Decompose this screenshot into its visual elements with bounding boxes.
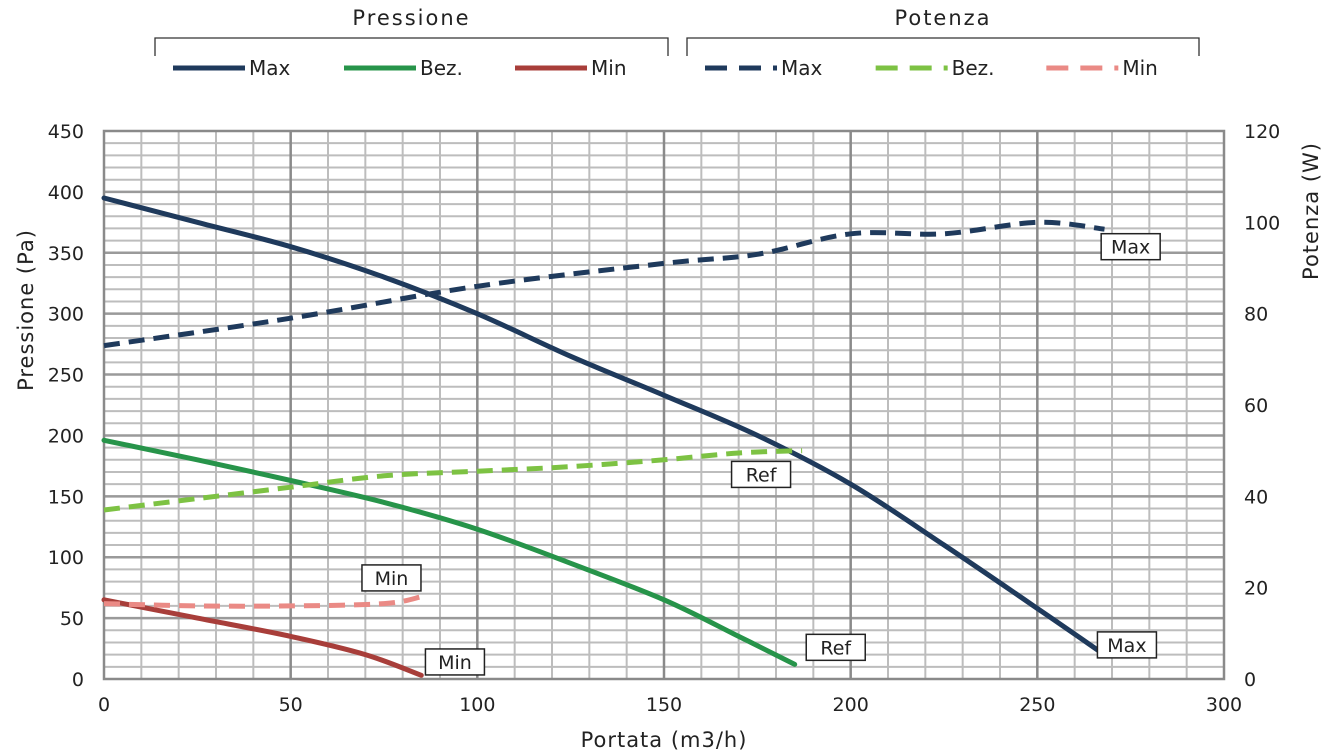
annotations: Max Ref Min Max Ref Min [361,232,1161,676]
annotation-label: Min [438,652,472,674]
y-right-tick-label: 20 [1244,578,1268,600]
y-left-tick-label: 400 [48,182,84,204]
y-right-tick-label: 80 [1244,304,1268,326]
y-right-tick-label: 40 [1244,486,1268,508]
plot-border [102,129,1226,681]
x-tick-label: 0 [98,694,110,716]
annotation-box [361,564,422,592]
series-line-potenza-max [103,219,1105,349]
series-line-potenza-min [103,594,422,609]
annotation-label: Min [375,568,409,590]
annotation-box [730,460,792,489]
annotation-label: Max [1111,237,1150,259]
y-left-tick-label: 200 [48,425,84,447]
x-axis-title: Portata (m3/h) [581,728,748,752]
annotation-box [805,633,866,662]
grid [102,129,1226,681]
axes: 0 50 100 150 200 250 3000501001502002503003504… [14,121,1323,752]
annotation-label: Ref [820,637,852,659]
annotation-label: Ref [746,464,778,486]
legend-group-bracket-pressione [154,37,669,56]
y-left-tick-label: 50 [60,608,84,630]
y-left-tick-label: 150 [48,486,84,508]
legend-label-potenza-bez: Bez. [952,56,995,80]
annotation-box [1100,232,1161,261]
series-line-pressione-max [101,195,1104,655]
y-right-tick-label: 0 [1244,669,1256,691]
legend-group-title-potenza: Potenza [894,6,991,30]
legend: Pressione Max Bez. Min Potenza Max Bez. Min [154,6,1200,80]
series-lines [101,195,1105,678]
legend-label-potenza-max: Max [781,56,823,80]
y-left-tick-label: 350 [48,243,84,265]
y-right-tick-label: 100 [1244,212,1280,234]
x-tick-label: 100 [459,694,495,716]
y-left-axis-title: Pressione (Pa) [14,229,38,391]
series-line-pressione-bez [101,437,798,667]
x-tick-label: 150 [646,694,682,716]
legend-label-pressione-bez: Bez. [420,56,463,80]
annotation-box [1096,631,1158,659]
series-line-potenza-bez [103,448,803,513]
series-line-pressione-min [101,597,424,678]
x-tick-label: 50 [279,694,303,716]
x-tick-label: 250 [1019,694,1055,716]
x-tick-label: 300 [1206,694,1242,716]
legend-label-pressione-max: Max [249,56,291,80]
legend-group-bracket-potenza [686,37,1200,56]
annotation-box [424,648,486,676]
annotation-label: Max [1107,635,1146,657]
y-left-tick-label: 0 [72,669,84,691]
y-right-tick-label: 60 [1244,395,1268,417]
x-tick-label: 200 [833,694,869,716]
y-right-axis-title: Potenza (W) [1299,142,1323,280]
y-left-tick-label: 250 [48,365,84,387]
y-left-tick-label: 100 [48,547,84,569]
y-right-tick-label: 120 [1244,121,1280,143]
y-left-tick-label: 450 [48,121,84,143]
y-left-tick-label: 300 [48,304,84,326]
legend-group-title-pressione: Pressione [352,6,470,30]
legend-label-pressione-min: Min [591,56,627,80]
legend-label-potenza-min: Min [1122,56,1158,80]
